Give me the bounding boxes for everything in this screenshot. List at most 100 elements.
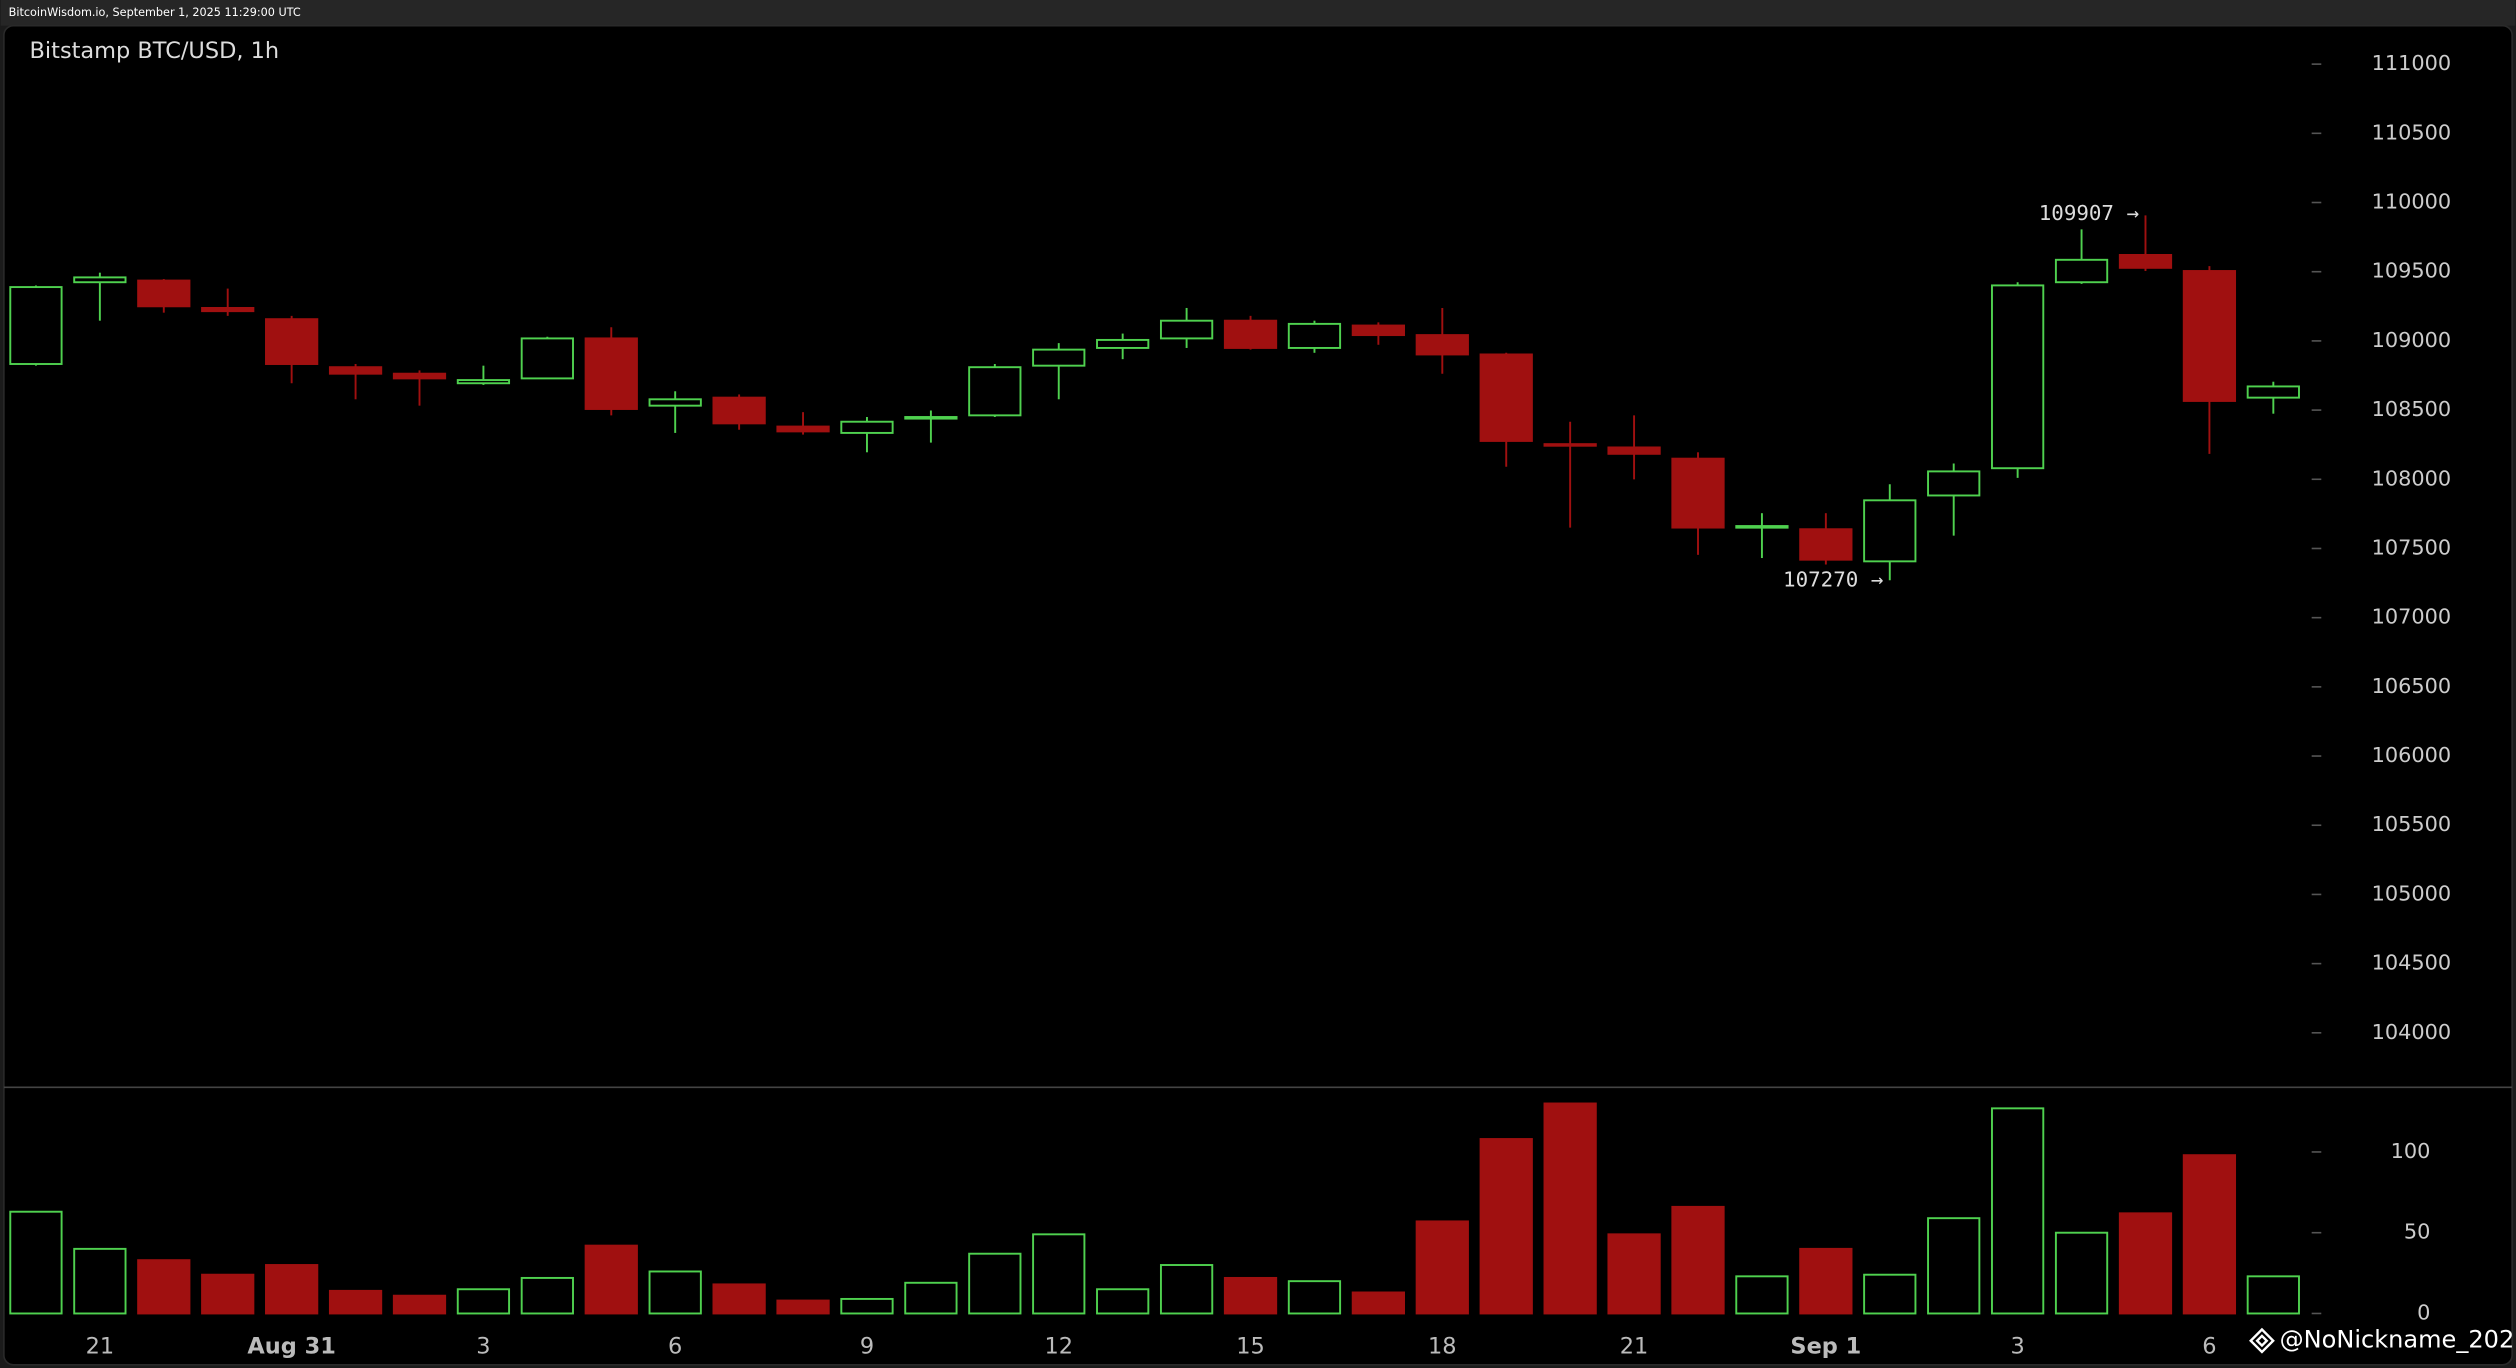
candle-body (1735, 525, 1789, 529)
x-tick-label: 6 (668, 1334, 682, 1360)
candle-body (840, 420, 894, 434)
candle-body (2246, 385, 2300, 399)
volume-bar (1735, 1275, 1789, 1315)
y-tick-label: 104500 (2372, 951, 2452, 975)
volume-bar (776, 1299, 830, 1315)
volume-tick-label: 0 (2417, 1300, 2430, 1324)
volume-bar (1159, 1264, 1214, 1315)
y-tick-label: 107500 (2372, 535, 2452, 559)
volume-tick-label: 100 (2391, 1139, 2431, 1163)
candle-body (2182, 270, 2237, 402)
candle-body (1863, 499, 1917, 563)
volume-bar (2118, 1212, 2173, 1315)
candle-body (2118, 254, 2173, 269)
candle-body (2054, 258, 2109, 284)
candle-body (1415, 334, 1469, 356)
x-tick-label: 9 (860, 1334, 874, 1360)
low-annotation: 107270 → (1783, 567, 1883, 591)
chart-title: Bitstamp BTC/USD, 1h (30, 38, 280, 64)
chart-panel (3, 24, 2513, 1366)
volume-bar (265, 1264, 319, 1315)
volume-bar (1543, 1102, 1597, 1315)
candle-body (648, 398, 702, 407)
candle-body (73, 276, 127, 284)
watermark-text: @NoNickname_2025 (2280, 1326, 2516, 1354)
high-annotation: 109907 → (2039, 201, 2139, 225)
volume-bar (1287, 1280, 1342, 1315)
volume-bar (1863, 1273, 1917, 1315)
plot: 104000 104500 105000 105500 106000 106500 1070… (9, 51, 2452, 1360)
volume-bar (1032, 1233, 1086, 1315)
candle-body (1223, 319, 1278, 349)
y-tick-label: 111000 (2372, 51, 2452, 75)
volume-bar (2054, 1231, 2109, 1315)
y-tick-label: 106500 (2372, 674, 2452, 698)
x-tick-label: 3 (476, 1334, 490, 1360)
y-tick-label: 108000 (2372, 466, 2452, 490)
volume-bar (73, 1247, 127, 1315)
x-tick-label: 21 (86, 1334, 115, 1360)
x-tick-label: 15 (1236, 1334, 1265, 1360)
candle-body (201, 307, 255, 313)
candle-body (1096, 338, 1150, 349)
volume-bar (712, 1283, 766, 1315)
candle-body (776, 425, 830, 433)
watermark: @NoNickname_2025 (2249, 1326, 2516, 1354)
candle-body (392, 372, 447, 380)
candle-body (265, 318, 319, 365)
volume-bar (1351, 1291, 1405, 1315)
volume-bar (137, 1259, 191, 1315)
candle-body (520, 337, 574, 380)
candle-body (1799, 528, 1853, 561)
volume-bar (1799, 1247, 1853, 1315)
volume-bar (1671, 1205, 1725, 1315)
candle-body (712, 396, 766, 425)
candle-body (137, 279, 191, 308)
candle-body (904, 416, 958, 420)
y-tick-label: 104000 (2372, 1020, 2452, 1044)
volume-bar (520, 1276, 574, 1315)
volume-bar (2182, 1154, 2237, 1315)
y-tick-label: 106000 (2372, 743, 2452, 767)
x-tick-label: 3 (2010, 1334, 2024, 1360)
y-tick-label: 105500 (2372, 812, 2452, 836)
candle-body (1607, 446, 1661, 455)
volume-bar (9, 1210, 63, 1315)
volume-bar (1607, 1233, 1661, 1315)
y-tick-label: 105000 (2372, 881, 2452, 905)
x-tick-label: 21 (1620, 1334, 1649, 1360)
volume-bar (2246, 1275, 2300, 1315)
x-tick-label: 6 (2202, 1334, 2216, 1360)
candle-body (1671, 457, 1725, 529)
x-tick-label: Aug 31 (247, 1334, 335, 1360)
candle-body (1287, 322, 1342, 349)
y-tick-label: 108500 (2372, 397, 2452, 421)
volume-bar (1223, 1276, 1278, 1315)
y-tick-label: 110000 (2372, 190, 2452, 214)
y-tick-label: 107000 (2372, 605, 2452, 629)
volume-tick-label: 50 (2404, 1220, 2431, 1244)
candle-body (968, 366, 1022, 417)
volume-bar (584, 1244, 638, 1315)
y-tick-label: 109500 (2372, 259, 2452, 283)
volume-bar (392, 1294, 447, 1315)
volume-bar (648, 1270, 702, 1315)
candle-body (1351, 324, 1405, 337)
candle-body (456, 379, 511, 385)
x-tick-label: 12 (1044, 1334, 1073, 1360)
volume-bar (201, 1273, 255, 1315)
candle-body (9, 286, 63, 365)
candle-body (584, 337, 638, 410)
candle-body (1991, 284, 2045, 470)
header-text: BitcoinWisdom.io, September 1, 2025 11:2… (9, 6, 301, 19)
volume-bar (1479, 1138, 1533, 1315)
volume-bar (328, 1289, 383, 1315)
x-tick-label: Sep 1 (1790, 1334, 1861, 1360)
candle-body (1927, 470, 1981, 497)
volume-bar (840, 1297, 894, 1315)
candle-body (1032, 348, 1086, 367)
candle-body (1543, 443, 1597, 447)
top-bar (0, 0, 2516, 26)
volume-bar (456, 1288, 511, 1315)
y-tick-label: 109000 (2372, 328, 2452, 352)
